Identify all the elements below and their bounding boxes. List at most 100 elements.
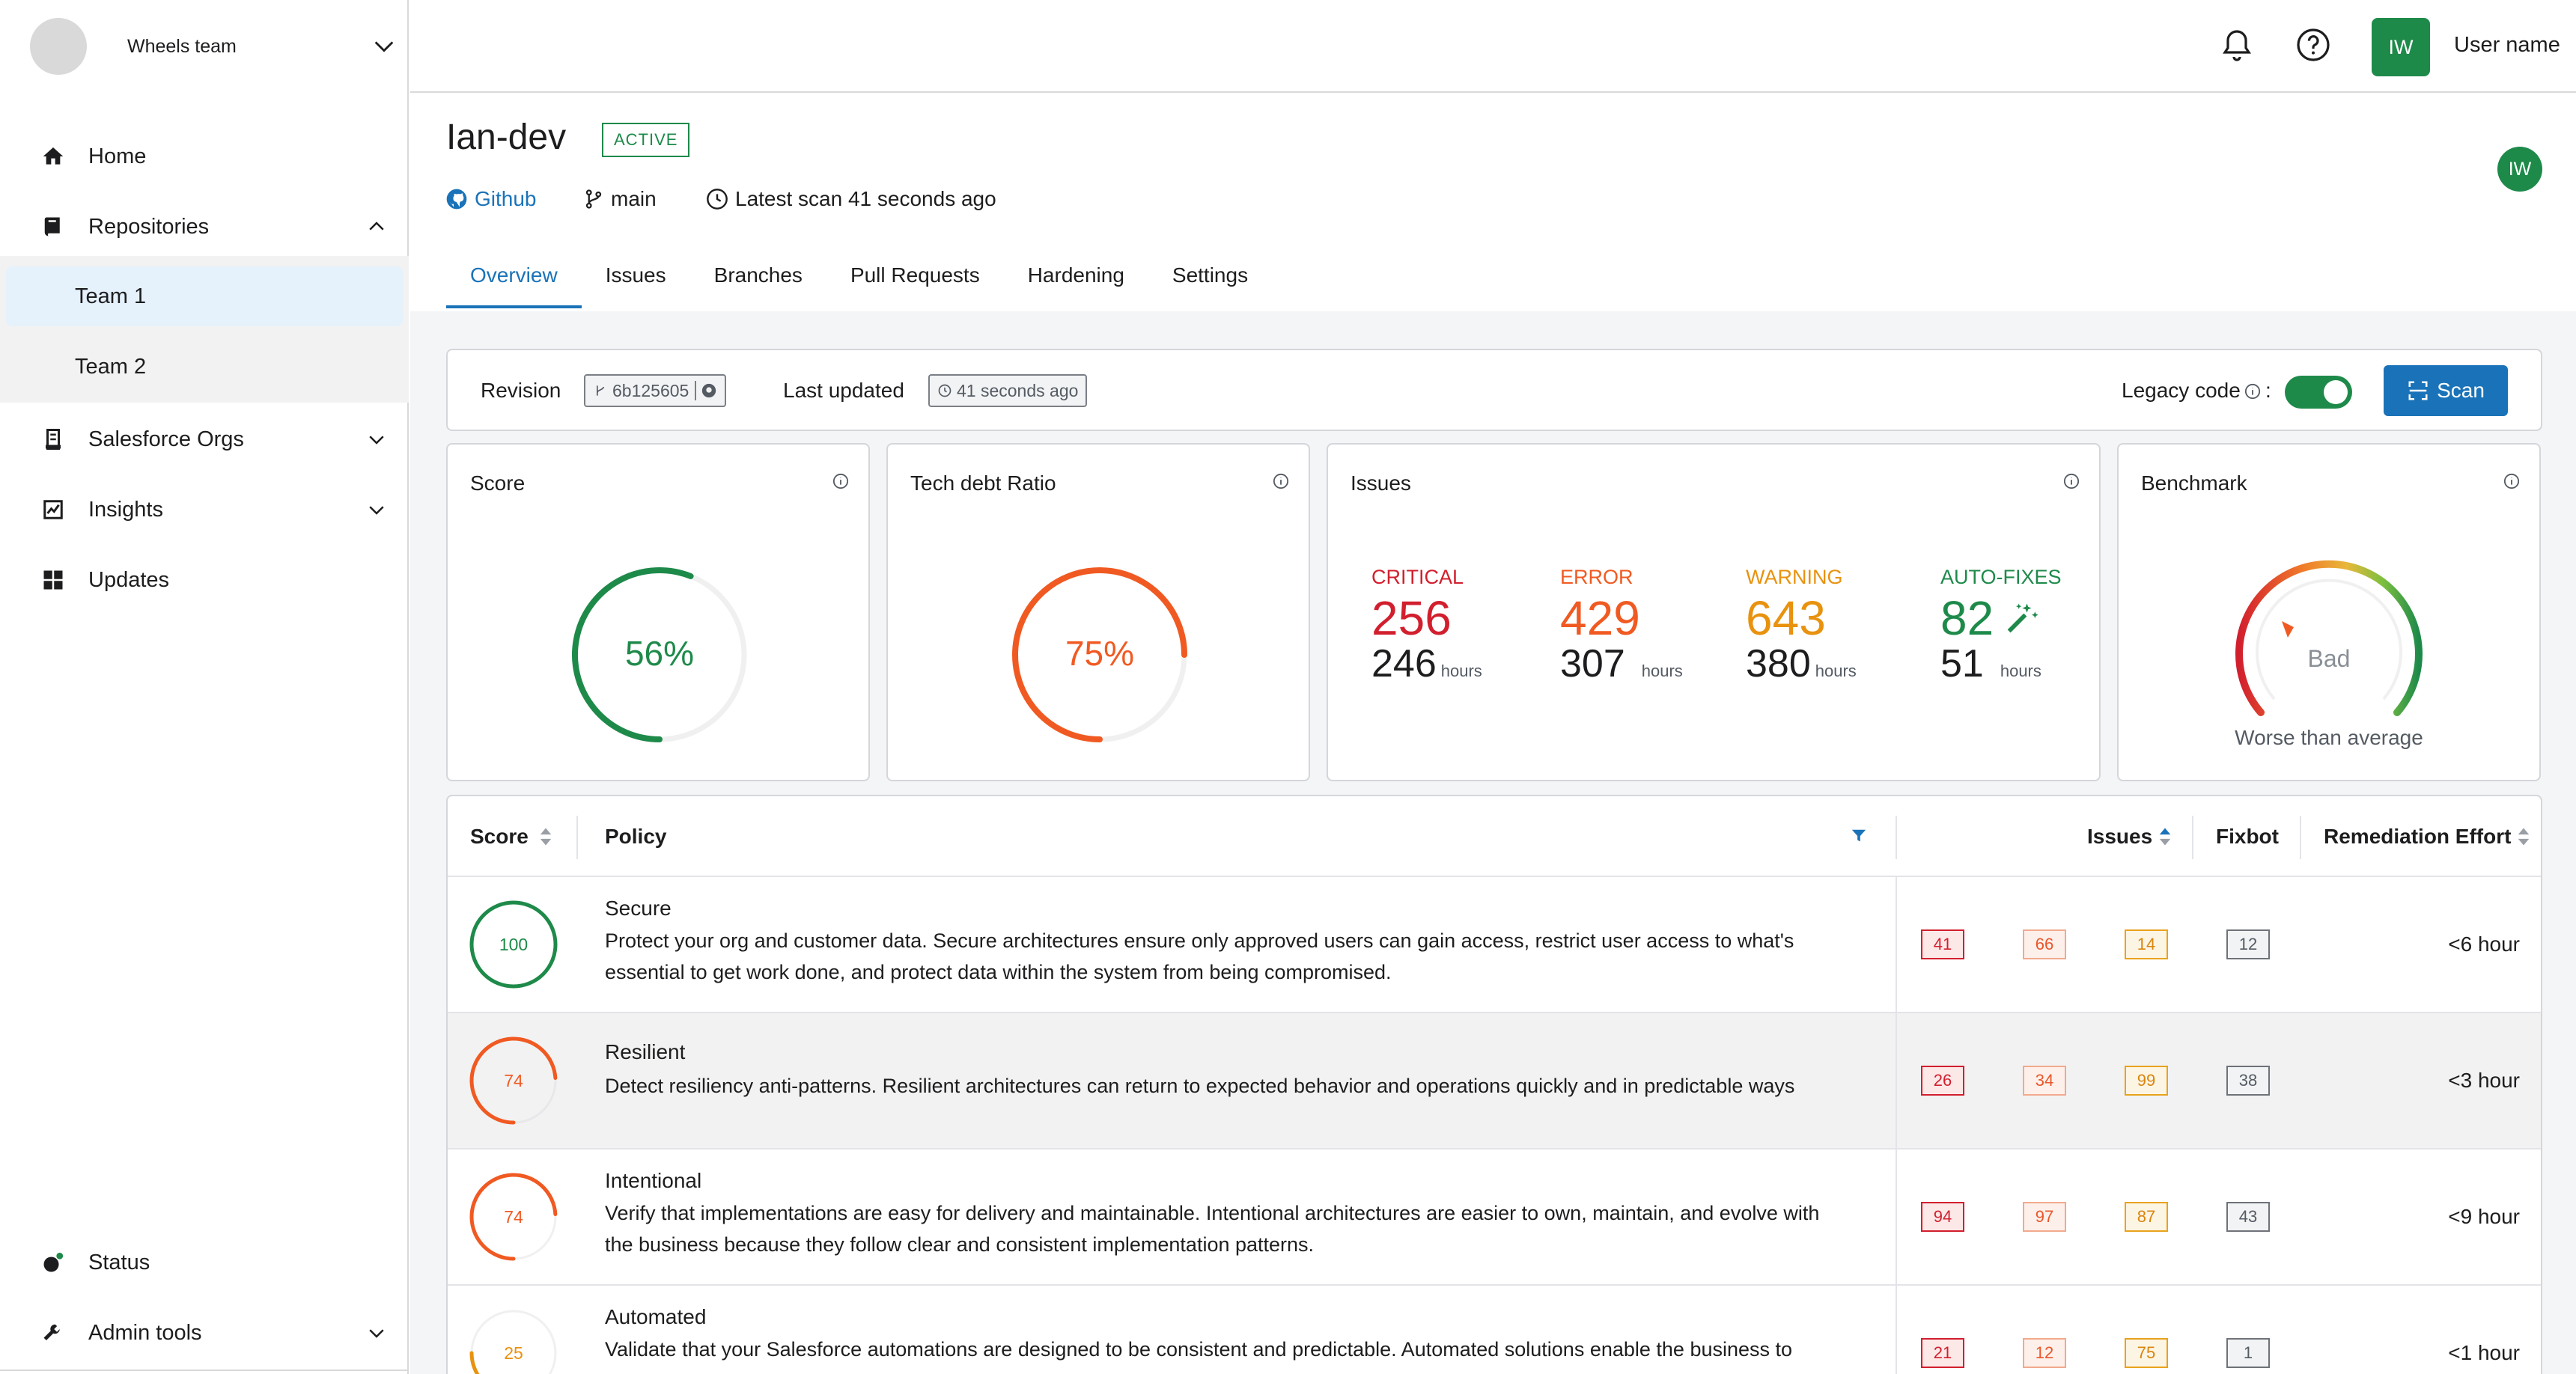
table-row[interactable]: 74 Intentional Verify that implementatio… xyxy=(448,1149,2541,1286)
error-count[interactable]: 97 xyxy=(2023,1202,2066,1232)
chevron-up-icon xyxy=(369,222,384,230)
owner-avatar: IW xyxy=(2497,147,2542,192)
table-row[interactable]: 25 Automated Validate that your Salesfor… xyxy=(448,1286,2541,1374)
policy-score-ring xyxy=(469,1173,558,1261)
sidebar-item-updates[interactable]: Updates xyxy=(0,548,409,612)
critical-count[interactable]: 94 xyxy=(1921,1202,1964,1232)
github-link[interactable]: Github xyxy=(445,186,537,213)
dashboard-icon xyxy=(43,570,63,590)
column-header-fixbot[interactable]: Fixbot xyxy=(2216,825,2279,849)
info-icon[interactable] xyxy=(2244,383,2261,400)
warning-count[interactable]: 75 xyxy=(2125,1338,2168,1368)
issue-name: ERROR xyxy=(1560,566,1633,588)
policy-name: Automated xyxy=(605,1305,707,1328)
warning-count[interactable]: 14 xyxy=(2125,929,2168,959)
policy-score-arc xyxy=(469,1351,480,1374)
user-avatar[interactable]: IW xyxy=(2372,18,2430,76)
info-icon[interactable] xyxy=(2503,473,2520,489)
tab-branches[interactable]: Branches xyxy=(713,263,803,287)
table-row[interactable]: 74 Resilient Detect resiliency anti-patt… xyxy=(448,1013,2541,1149)
tab-pull-requests[interactable]: Pull Requests xyxy=(850,263,980,287)
last-updated-chip: 41 seconds ago xyxy=(928,374,1088,407)
description-line: Validate that your Salesforce automation… xyxy=(605,1338,1793,1374)
card-title: Tech debt Ratio xyxy=(910,471,1056,495)
sidebar-item-admin-tools[interactable]: Admin tools xyxy=(0,1301,409,1365)
sidebar-subitem-team-2[interactable]: Team 2 xyxy=(75,354,147,379)
issue-critical[interactable]: CRITICAL 256 246 hours xyxy=(1371,566,1482,692)
column-header-remediation-effort[interactable]: Remediation Effort xyxy=(2324,825,2530,849)
sidebar-item-salesforce-orgs[interactable]: Salesforce Orgs xyxy=(0,407,409,471)
tab-overview[interactable]: Overview xyxy=(446,257,582,308)
bell-icon[interactable] xyxy=(2219,27,2255,63)
legacy-code-toggle[interactable] xyxy=(2285,376,2352,409)
warning-count[interactable]: 99 xyxy=(2125,1066,2168,1096)
critical-count[interactable]: 41 xyxy=(1921,929,1964,959)
header-label: Fixbot xyxy=(2216,825,2279,848)
issue-count: 429 xyxy=(1560,591,1640,645)
warning-count[interactable]: 87 xyxy=(2125,1202,2168,1232)
scan-info: Latest scan 41 seconds ago xyxy=(705,186,996,213)
card-title: Benchmark xyxy=(2141,471,2247,495)
header-label: Issues xyxy=(2087,825,2153,848)
sidebar-item-repositories[interactable]: Repositories xyxy=(0,195,409,259)
fixbot-count[interactable]: 43 xyxy=(2226,1202,2270,1232)
description-line: Detect resiliency anti-patterns. Resilie… xyxy=(605,1075,1795,1097)
column-header-score[interactable]: Score xyxy=(470,825,552,849)
sidebar-item-insights[interactable]: Insights xyxy=(0,477,409,542)
tab-hardening[interactable]: Hardening xyxy=(1027,263,1124,287)
wrench-icon xyxy=(43,1324,60,1340)
description-line: the business because they follow clear a… xyxy=(605,1233,1315,1256)
description-line: Verify that implementations are easy for… xyxy=(605,1202,1820,1224)
fixbot-count[interactable]: 38 xyxy=(2226,1066,2270,1096)
scan-label: Scan xyxy=(2437,379,2485,402)
issue-auto-fixes[interactable]: AUTO-FIXES 82 51 hours xyxy=(1940,566,2062,692)
error-count[interactable]: 12 xyxy=(2023,1338,2066,1368)
tab-bar: Overview Issues Branches Pull Requests H… xyxy=(446,257,1272,308)
benchmark-gauge-track xyxy=(2256,578,2402,700)
team-avatar xyxy=(30,18,87,75)
fixbot-count[interactable]: 1 xyxy=(2226,1338,2270,1368)
table-header: Score Policy Issues Fixbot Remediation E… xyxy=(448,796,2541,877)
repository-icon xyxy=(44,217,60,236)
critical-count[interactable]: 21 xyxy=(1921,1338,1964,1368)
error-count[interactable]: 66 xyxy=(2023,929,2066,959)
github-icon xyxy=(446,189,467,210)
issue-name: WARNING xyxy=(1746,566,1843,588)
sidebar: Wheels team Home Repositories Team 1 Tea… xyxy=(0,0,409,1374)
table-row[interactable]: 100 Secure Protect your org and customer… xyxy=(448,877,2541,1013)
remediation-effort: <1 hour xyxy=(2448,1341,2520,1364)
info-icon[interactable] xyxy=(1273,473,1289,489)
chevron-down-icon xyxy=(369,1329,384,1338)
policy-description: Protect your org and customer data. Secu… xyxy=(605,925,1825,988)
filter-icon[interactable] xyxy=(1851,828,1867,844)
sidebar-subitem-team-1[interactable]: Team 1 xyxy=(6,266,403,326)
column-header-policy[interactable]: Policy xyxy=(605,825,666,849)
critical-count[interactable]: 26 xyxy=(1921,1066,1964,1096)
sidebar-item-status[interactable]: Status xyxy=(0,1230,409,1295)
chevron-down-icon xyxy=(374,41,394,52)
branch-icon xyxy=(585,189,602,209)
benchmark-caption: Worse than average xyxy=(2235,726,2423,749)
home-icon xyxy=(43,147,64,165)
user-name[interactable]: User name xyxy=(2454,33,2560,57)
sidebar-item-label: Repositories xyxy=(88,214,210,239)
revision-chip[interactable]: 6b125605 xyxy=(584,374,727,407)
issue-warning[interactable]: WARNING 643 380 hours xyxy=(1746,566,1857,692)
issue-error[interactable]: ERROR 429 307 hours xyxy=(1560,566,1683,692)
fixbot-count[interactable]: 12 xyxy=(2226,929,2270,959)
sidebar-item-home[interactable]: Home xyxy=(0,124,409,189)
info-icon[interactable] xyxy=(2063,473,2080,489)
team-selector[interactable]: Wheels team xyxy=(30,18,397,75)
building-icon xyxy=(46,429,61,450)
tab-settings[interactable]: Settings xyxy=(1172,263,1249,287)
column-header-issues[interactable]: Issues xyxy=(2087,825,2172,849)
github-icon xyxy=(702,383,716,398)
scan-button[interactable]: Scan xyxy=(2384,365,2508,416)
revision-label: Revision xyxy=(481,379,561,402)
tab-issues[interactable]: Issues xyxy=(605,263,666,287)
issue-hours: 51 xyxy=(1940,642,1984,686)
error-count[interactable]: 34 xyxy=(2023,1066,2066,1096)
info-icon[interactable] xyxy=(832,473,849,489)
hours-unit: hours xyxy=(1815,662,1857,680)
help-icon[interactable] xyxy=(2295,27,2331,63)
